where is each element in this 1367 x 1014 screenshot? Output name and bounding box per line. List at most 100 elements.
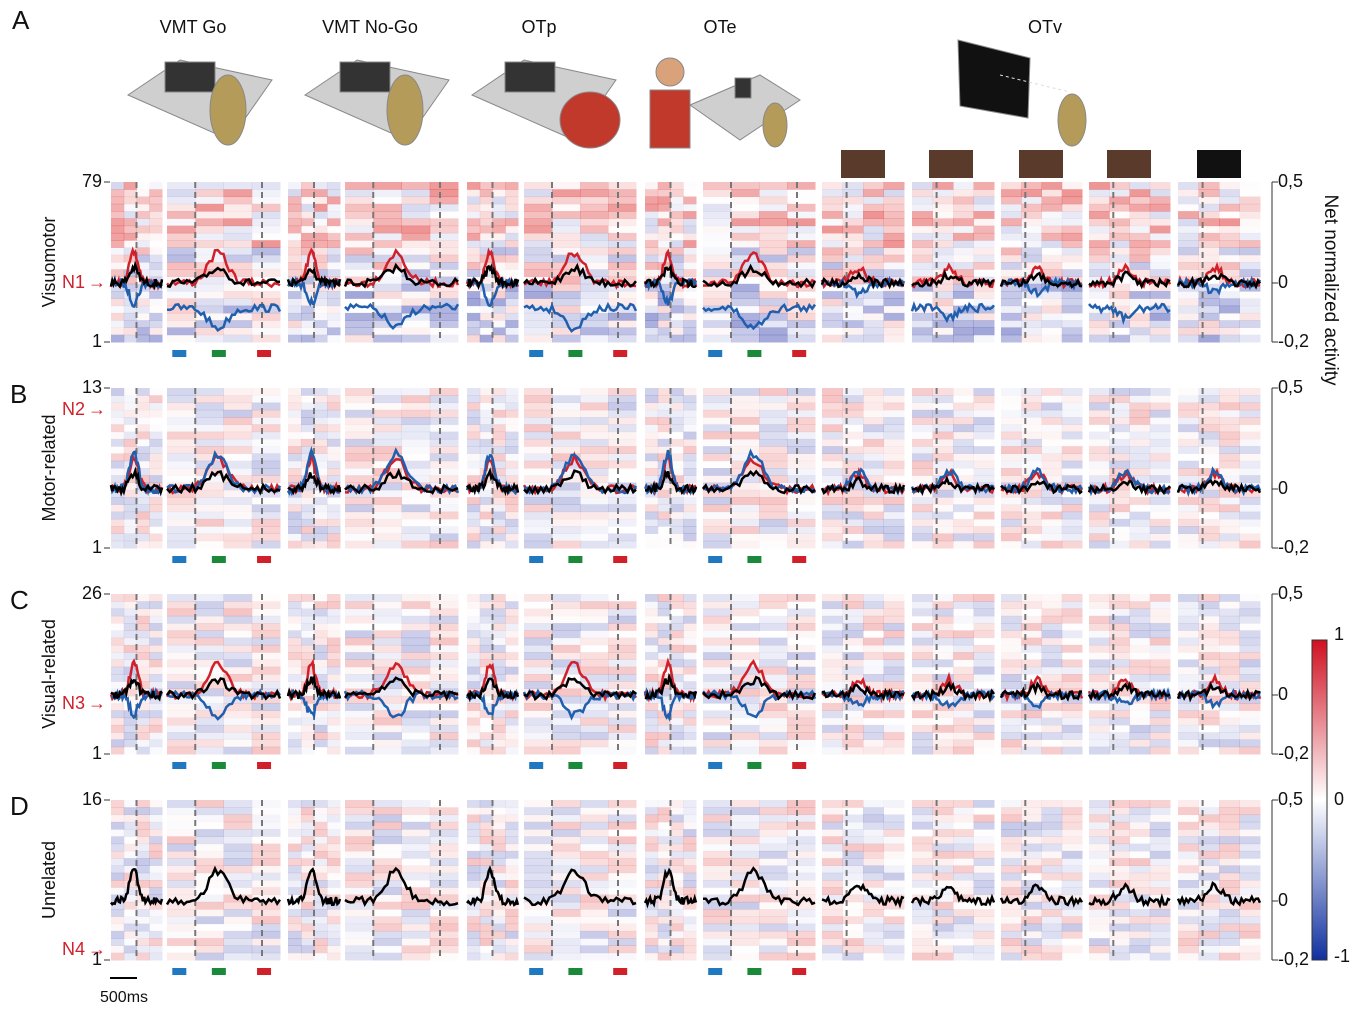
heatmap-cell [1001,468,1022,476]
heatmap-cell [671,659,684,667]
heatmap-cell [314,320,328,328]
heatmap-cell [731,815,760,823]
heatmap-cell [580,739,609,747]
heatmap-cell [288,475,302,483]
heatmap-cell [524,909,553,917]
heatmap-cell [863,468,884,476]
heatmap-cell [974,851,995,859]
heatmap-cell [974,652,995,660]
heatmap-cell [645,739,658,747]
heatmap-cell [327,233,341,241]
heatmap-cell [167,504,196,512]
heatmap-cell [759,851,788,859]
heatmap-cell [149,446,162,454]
heatmap-cell [1240,725,1261,733]
heatmap-cell [912,623,933,631]
heatmap-cell [759,247,788,255]
heatmap-cell [703,594,732,602]
heatmap-cell [1240,739,1261,747]
heatmap-cell [505,461,518,469]
heatmap-cell [1130,240,1151,248]
heatmap-cell [863,424,884,432]
heatmap-cell [373,630,402,638]
heatmap-cell [912,609,933,617]
heatmap-cell [645,189,658,197]
heatmap-cell [345,519,374,527]
heatmap-cell [1178,395,1199,403]
heatmap-cell [224,938,253,946]
heatmap-cell [703,630,732,638]
heatmap-cell [195,815,224,823]
heatmap-cell [912,204,933,212]
heatmap-cell [524,822,553,830]
right-axis-tick-label: -0,2 [1278,743,1309,763]
heatmap-cell [124,609,137,617]
heatmap-cell [167,255,196,263]
heatmap-cell [1001,652,1022,660]
heatmap-cell [683,815,696,823]
heatmap-cell [552,189,581,197]
heatmap-cell [912,446,933,454]
heatmap-cell [953,594,974,602]
heatmap-cell [345,880,374,888]
heatmap-cell [822,291,843,299]
heatmap-cell [645,233,658,241]
heatmap-cell [1089,909,1110,917]
heatmap-cell [111,601,124,609]
heatmap-cell [912,189,933,197]
heatmap-cell [645,395,658,403]
heatmap-cell [430,182,459,190]
heatmap-cell [137,815,150,823]
heatmap-cell [467,461,480,469]
heatmap-cell [1062,739,1083,747]
heatmap-cell [703,189,732,197]
heatmap-cell [373,182,402,190]
heatmap-cell [1150,240,1171,248]
heatmap-cell [1219,504,1240,512]
heatmap-cell [1062,938,1083,946]
heatmap-cell [1240,233,1261,241]
heatmap-cell [314,432,328,440]
heatmap [912,800,995,961]
heatmap-cell [884,710,905,718]
heatmap-cell [524,395,553,403]
heatmap-cell [1001,410,1022,418]
heatmap-cell [467,432,480,440]
heatmap-cell [493,306,506,314]
heatmap-cell [1001,403,1022,411]
heatmap-cell [224,953,253,961]
heatmap-cell [608,335,637,343]
heatmap [822,594,905,755]
heatmap-cell [505,667,518,675]
heatmap-cell [111,446,124,454]
heatmap-cell [1219,410,1240,418]
heatmap-cell [608,953,637,961]
heatmap-cell [1178,822,1199,830]
heatmap-cell [288,335,302,343]
heatmap-cell [467,873,480,881]
heatmap-cell [480,497,493,505]
heatmap-cell [608,681,637,689]
heatmap-cell [301,645,315,653]
heatmap-cell [671,623,684,631]
heatmap-cell [137,638,150,646]
heatmap-cell [1062,218,1083,226]
heatmap-cell [552,851,581,859]
heatmap-cell [195,218,224,226]
heatmap-cell [671,504,684,512]
heatmap-cell [658,218,671,226]
heatmap-cell [671,226,684,234]
heatmap-cell [480,327,493,335]
heatmap-cell [671,822,684,830]
heatmap-cell [1219,291,1240,299]
heatmap-cell [345,739,374,747]
heatmap-cell [953,659,974,667]
heatmap-cell [683,909,696,917]
heatmap-cell [703,718,732,726]
heatmap-cell [683,887,696,895]
heatmap-cell [953,211,974,219]
heatmap-cell [787,240,816,248]
heatmap-cell [288,533,302,541]
heatmap-cell [1130,822,1151,830]
heatmap-cell [1219,807,1240,815]
